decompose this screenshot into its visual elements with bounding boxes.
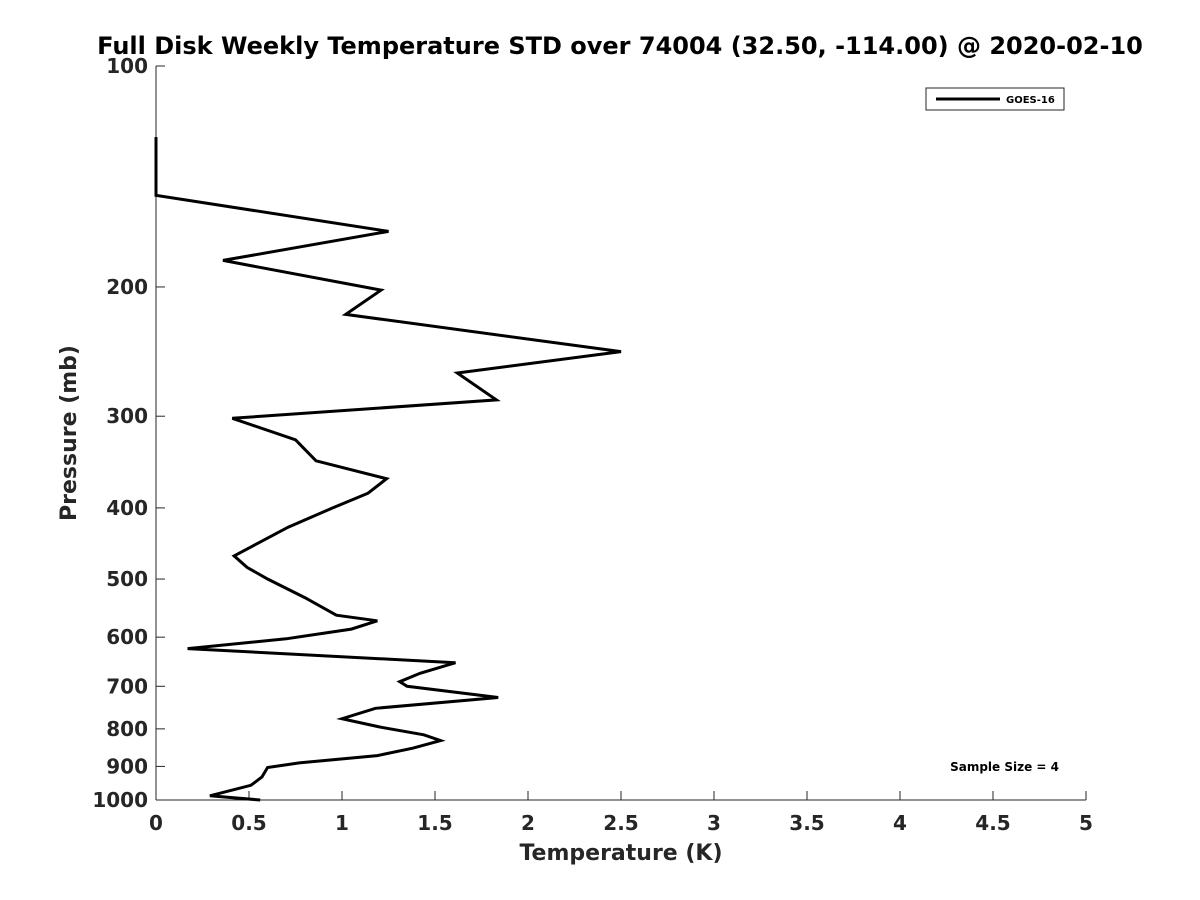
y-tick-label: 1000: [92, 788, 148, 812]
y-tick-label: 900: [106, 754, 148, 778]
legend: GOES-16: [925, 87, 1065, 111]
chart-title: Full Disk Weekly Temperature STD over 74…: [97, 32, 1143, 60]
x-tick-label: 3: [707, 811, 721, 835]
x-tick-label: 1.5: [417, 811, 452, 835]
x-tick-group: 0 0.5 1 1.5 2 2.5 3 3.5 4 4.5 5: [149, 791, 1093, 835]
series-line-goes-16: [154, 137, 622, 802]
y-tick-label: 500: [106, 567, 148, 591]
x-axis-label: Temperature (K): [519, 841, 722, 866]
x-tick-label: 3.5: [789, 811, 824, 835]
x-tick-label: 1: [335, 811, 349, 835]
x-tick-label: 0: [149, 811, 163, 835]
y-tick-label: 800: [106, 717, 148, 741]
y-axis-label: Pressure (mb): [57, 345, 82, 521]
x-tick-label: 0.5: [231, 811, 266, 835]
y-tick-label: 100: [106, 54, 148, 78]
x-tick-label: 2.5: [603, 811, 638, 835]
y-tick-label: 400: [106, 496, 148, 520]
sample-size-annotation: Sample Size = 4: [950, 760, 1059, 774]
legend-label-goes16: GOES-16: [1006, 95, 1055, 106]
y-tick-label: 200: [106, 275, 148, 299]
y-tick-group: 100 200 300 400 500 600 700 800 900 1000: [92, 54, 165, 812]
y-tick-label: 700: [106, 674, 148, 698]
series-layer: [154, 137, 622, 802]
x-tick-label: 5: [1079, 811, 1093, 835]
y-tick-label: 600: [106, 625, 148, 649]
x-tick-label: 4: [893, 811, 907, 835]
x-tick-label: 2: [521, 811, 535, 835]
y-tick-label: 300: [106, 404, 148, 428]
x-tick-label: 4.5: [975, 811, 1010, 835]
